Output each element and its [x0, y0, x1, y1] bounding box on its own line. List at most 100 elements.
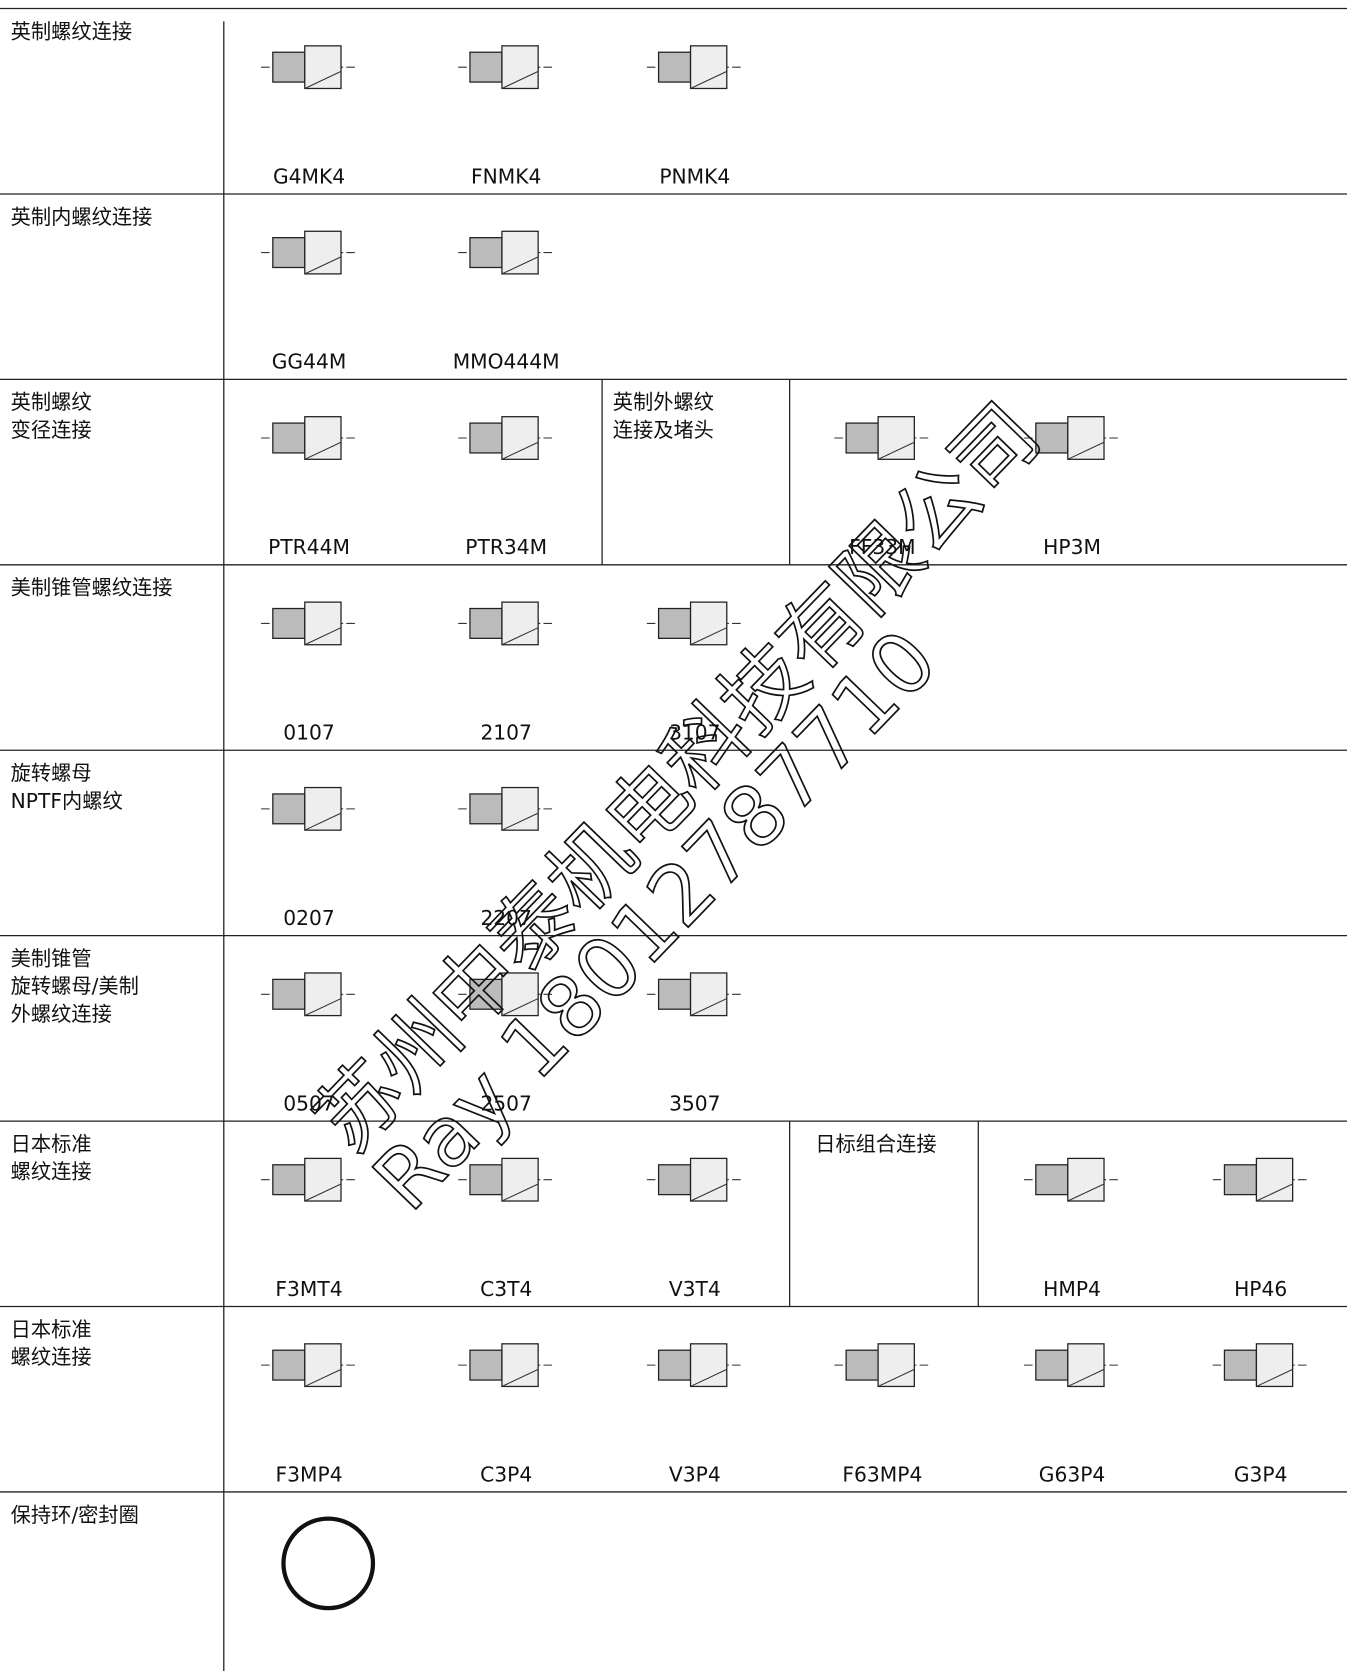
row-label: 英制螺纹连接 — [11, 19, 132, 43]
icon-hatch — [304, 627, 342, 646]
icon-thread — [469, 978, 503, 1010]
sub-label: 英制外螺纹 — [613, 390, 714, 414]
icon-hatch — [1067, 1368, 1105, 1387]
icon-thread — [469, 1164, 503, 1196]
icon-hatch — [304, 812, 342, 831]
icon-hatch — [1067, 441, 1105, 460]
row-label: 保持环/密封圈 — [11, 1503, 139, 1527]
icon-thread — [845, 422, 879, 454]
icon-nut — [1067, 416, 1105, 460]
part-number: 3107 — [669, 721, 721, 745]
part-number: 0107 — [283, 721, 335, 745]
part-number: 2507 — [480, 1091, 532, 1115]
row-label: 日本标准 — [11, 1132, 92, 1156]
icon-thread — [469, 1349, 503, 1381]
part-number: C3P4 — [480, 1462, 532, 1486]
icon-hatch — [690, 998, 728, 1017]
part-number: FNMK4 — [471, 164, 541, 188]
icon-nut — [304, 416, 342, 460]
part-number: G63P4 — [1039, 1462, 1106, 1486]
icon-nut — [501, 1343, 539, 1388]
icon-nut — [304, 45, 342, 90]
icon-thread — [272, 1164, 306, 1196]
icon-hatch — [501, 70, 539, 89]
icon-thread — [469, 51, 503, 83]
icon-thread — [657, 978, 692, 1010]
part-number: F3MT4 — [275, 1277, 342, 1301]
icon-nut — [1067, 1343, 1105, 1388]
icon-hatch — [690, 627, 728, 646]
icon-thread — [469, 607, 503, 639]
part-number: G3P4 — [1234, 1462, 1288, 1486]
icon-hatch — [1256, 1368, 1293, 1387]
icon-thread — [469, 422, 503, 454]
part-number: MMO444M — [453, 350, 560, 374]
row-label: 螺纹连接 — [11, 1160, 92, 1184]
part-number: V3P4 — [669, 1462, 721, 1486]
icon-thread — [657, 607, 692, 639]
part-number: PTR34M — [465, 535, 547, 559]
icon-thread — [1035, 422, 1069, 454]
row-label: 变径连接 — [11, 418, 92, 442]
row-label: 日本标准 — [11, 1317, 92, 1341]
icon-hatch — [690, 70, 728, 89]
icon-nut — [877, 416, 915, 460]
icon-thread — [1223, 1164, 1258, 1196]
icon-hatch — [501, 998, 539, 1017]
icon-nut — [689, 1343, 728, 1388]
seal-ring-icon — [281, 1516, 376, 1611]
row-label: 外螺纹连接 — [11, 1002, 112, 1026]
sub-label: 连接及堵头 — [613, 418, 714, 442]
icon-nut — [689, 1157, 728, 1202]
icon-nut — [501, 416, 539, 460]
icon-thread — [657, 1164, 692, 1196]
icon-thread — [1223, 1349, 1258, 1381]
icon-nut — [689, 45, 728, 90]
icon-thread — [469, 793, 503, 825]
icon-hatch — [877, 441, 915, 460]
part-number: 2207 — [480, 906, 532, 930]
icon-hatch — [501, 812, 539, 831]
part-number: HMP4 — [1043, 1277, 1101, 1301]
part-number: 3507 — [669, 1091, 721, 1115]
part-number: F63MP4 — [842, 1462, 922, 1486]
part-number: HP46 — [1234, 1277, 1287, 1301]
part-number: PNMK4 — [659, 164, 730, 188]
icon-hatch — [304, 70, 342, 89]
part-number: G4MK4 — [273, 164, 345, 188]
icon-nut — [501, 972, 539, 1017]
row-label: 螺纹连接 — [11, 1345, 92, 1369]
icon-nut — [1255, 1343, 1294, 1388]
icon-thread — [657, 1349, 692, 1381]
row-label: 英制螺纹 — [11, 390, 92, 414]
icon-hatch — [304, 1368, 342, 1387]
icon-thread — [272, 237, 306, 269]
icon-thread — [272, 1349, 306, 1381]
icon-thread — [272, 51, 306, 83]
part-number: 0507 — [283, 1091, 335, 1115]
icon-thread — [272, 607, 306, 639]
icon-thread — [1035, 1349, 1069, 1381]
icon-hatch — [690, 1368, 728, 1387]
icon-hatch — [501, 1183, 539, 1202]
icon-thread — [1035, 1164, 1069, 1196]
row-label: 旋转螺母 — [11, 761, 92, 785]
icon-nut — [501, 230, 539, 275]
icon-nut — [689, 601, 728, 646]
icon-nut — [689, 972, 728, 1017]
icon-hatch — [501, 256, 539, 275]
icon-thread — [657, 51, 692, 83]
icon-nut — [877, 1343, 915, 1388]
part-number: HP3M — [1043, 535, 1101, 559]
icon-hatch — [304, 1183, 342, 1202]
part-number: F3MP4 — [276, 1462, 343, 1486]
icon-hatch — [501, 441, 539, 460]
part-number: GG44M — [272, 350, 347, 374]
icon-nut — [1067, 1157, 1105, 1202]
part-number: FF33M — [849, 535, 915, 559]
row-label: 美制锥管 — [11, 947, 92, 971]
icon-hatch — [690, 1183, 728, 1202]
row-label: NPTF内螺纹 — [11, 789, 123, 813]
